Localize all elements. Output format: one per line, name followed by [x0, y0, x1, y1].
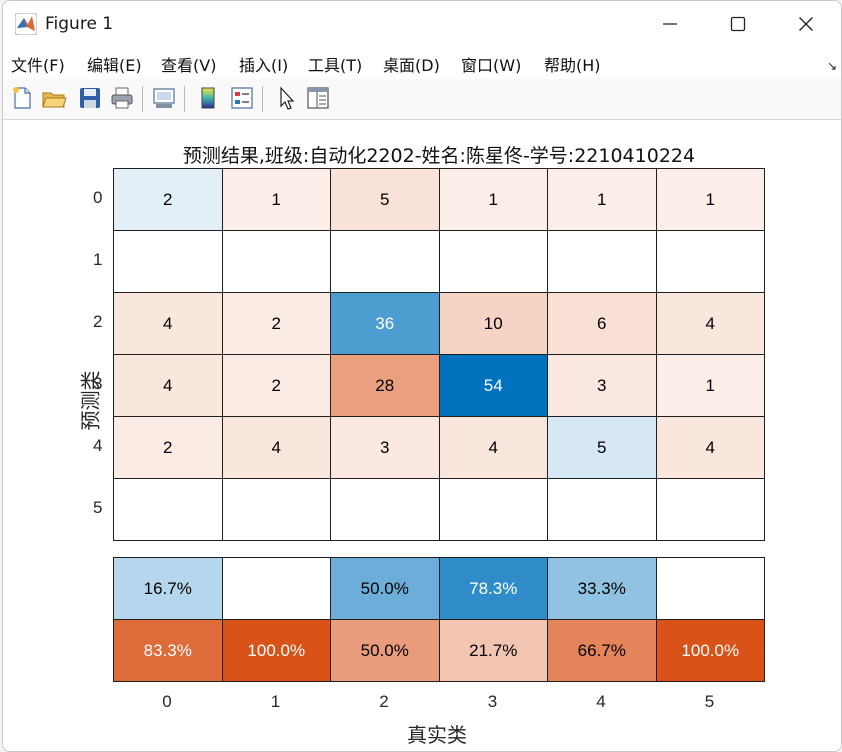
summary-incorrect-cell: 83.3%: [113, 619, 223, 682]
summary-correct-cell: [655, 557, 765, 620]
menu-file[interactable]: 文件(F): [11, 56, 65, 75]
matrix-cell: [221, 230, 331, 293]
matrix-cell: [330, 478, 440, 541]
menu-desktop[interactable]: 桌面(D): [383, 56, 440, 75]
menu-view[interactable]: 查看(V): [161, 56, 217, 75]
matrix-cell: 3: [330, 416, 440, 479]
matrix-cell: 1: [655, 168, 765, 231]
matrix-cell: 1: [438, 168, 548, 231]
matrix-cell: [547, 230, 657, 293]
title-bar: Figure 1: [3, 1, 841, 47]
matrix-cell: 4: [113, 354, 223, 417]
matrix-cell: [113, 230, 223, 293]
menu-insert[interactable]: 插入(I): [239, 56, 289, 75]
matrix-cell: 3: [547, 354, 657, 417]
summary-incorrect-cell: 100.0%: [221, 619, 331, 682]
matrix-cell: 6: [547, 292, 657, 355]
pointer-icon[interactable]: [273, 85, 299, 111]
matrix-cell: [438, 230, 548, 293]
open-icon[interactable]: [41, 85, 67, 111]
close-icon: [799, 17, 813, 31]
x-tick-label: 3: [487, 692, 498, 711]
summary-correct-cell: 78.3%: [438, 557, 548, 620]
x-tick-label: 4: [596, 692, 606, 711]
matrix-cell: 54: [438, 354, 548, 417]
matrix-cell: [330, 230, 440, 293]
matrix-cell: 28: [330, 354, 440, 417]
matlab-icon: [15, 13, 37, 35]
summary-correct-cell: 16.7%: [113, 557, 223, 620]
window-title: Figure 1: [45, 14, 114, 34]
x-tick-label: 2: [379, 692, 389, 711]
x-tick-label: 5: [704, 692, 715, 711]
matrix-cell: 4: [655, 292, 765, 355]
matrix-cell: 5: [547, 416, 657, 479]
matrix-cell: 36: [330, 292, 440, 355]
matrix-cell: [547, 478, 657, 541]
matrix-cell: 1: [655, 354, 765, 417]
matrix-cell: 4: [113, 292, 223, 355]
y-tick-label: 0: [93, 188, 103, 207]
matrix-cell: 2: [113, 416, 223, 479]
matrix-cell: 5: [330, 168, 440, 231]
y-tick-label: 3: [93, 374, 103, 393]
matrix-cell: 4: [221, 416, 331, 479]
menu-bar: 文件(F) 编辑(E) 查看(V) 插入(I) 工具(T) 桌面(D) 窗口(W…: [3, 47, 841, 79]
maximize-icon: [730, 16, 746, 32]
matrix-cell: 1: [221, 168, 331, 231]
matrix-cell: 2: [221, 292, 331, 355]
toolbar-separator: [184, 86, 185, 112]
x-tick-label: 1: [270, 692, 281, 711]
link-plot-icon[interactable]: [151, 85, 177, 111]
chart-title: 预测结果,班级:自动化2202-姓名:陈星佟-学号:2210410224: [182, 145, 696, 167]
matrix-cell: [113, 478, 223, 541]
colorbar-icon[interactable]: [195, 85, 221, 111]
matrix-cell: [655, 230, 765, 293]
close-button[interactable]: [771, 1, 841, 47]
menu-window[interactable]: 窗口(W): [461, 56, 522, 75]
matrix-cell: 1: [547, 168, 657, 231]
matrix-cell: 2: [113, 168, 223, 231]
maximize-button[interactable]: [703, 1, 773, 47]
legend-icon[interactable]: [229, 85, 255, 111]
print-icon[interactable]: [109, 85, 135, 111]
matrix-cell: 4: [438, 416, 548, 479]
x-tick-label: 0: [162, 692, 172, 711]
y-tick-label: 4: [93, 436, 103, 455]
y-tick-label: 2: [93, 312, 103, 331]
menu-tools[interactable]: 工具(T): [308, 56, 363, 75]
minimize-icon: [663, 23, 677, 25]
summary-incorrect-cell: 50.0%: [330, 619, 440, 682]
menu-edit[interactable]: 编辑(E): [87, 56, 142, 75]
matrix-cell: [655, 478, 765, 541]
matrix-cell: [438, 478, 548, 541]
matrix-cell: 10: [438, 292, 548, 355]
summary-correct-cell: 50.0%: [330, 557, 440, 620]
x-axis-label: 真实类: [407, 723, 467, 747]
y-tick-label: 5: [93, 498, 103, 517]
summary-correct-cell: 33.3%: [547, 557, 657, 620]
new-figure-icon[interactable]: [9, 85, 35, 111]
dock-arrow-icon[interactable]: ↘: [826, 59, 837, 73]
matrix-cell: [221, 478, 331, 541]
property-editor-icon[interactable]: [305, 85, 331, 111]
summary-correct-cell: [221, 557, 331, 620]
save-icon[interactable]: [77, 85, 103, 111]
matrix-cell: 4: [655, 416, 765, 479]
summary-incorrect-cell: 66.7%: [547, 619, 657, 682]
toolbar: [3, 79, 841, 120]
toolbar-separator: [262, 86, 263, 112]
summary-incorrect-cell: 21.7%: [438, 619, 548, 682]
minimize-button[interactable]: [635, 1, 705, 47]
y-tick-label: 1: [93, 250, 103, 269]
y-axis-label: 预测类: [78, 370, 103, 431]
matrix-cell: 2: [221, 354, 331, 417]
summary-incorrect-cell: 100.0%: [655, 619, 765, 682]
toolbar-separator: [142, 86, 143, 112]
menu-help[interactable]: 帮助(H): [544, 56, 601, 75]
